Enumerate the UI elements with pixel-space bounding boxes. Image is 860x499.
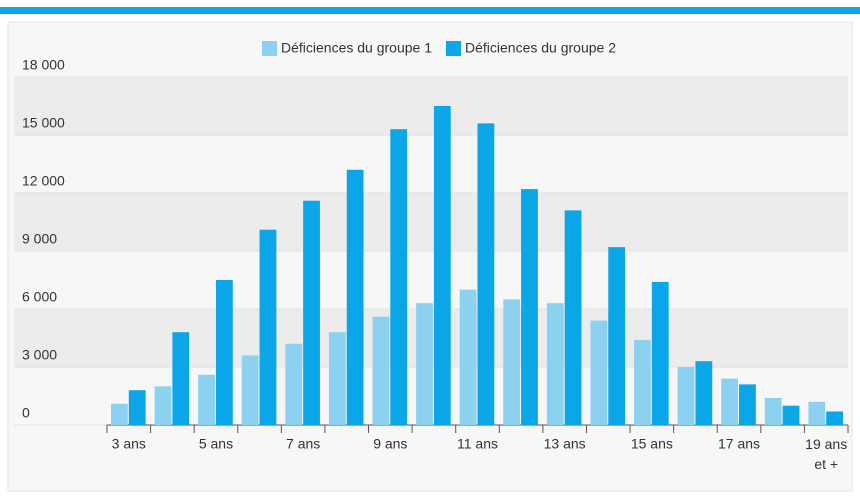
x-tick-label: 11 ans bbox=[457, 436, 498, 452]
bar bbox=[241, 355, 259, 425]
y-tick-label: 0 bbox=[22, 405, 30, 421]
bar bbox=[826, 411, 843, 425]
x-tick-label: 3 ans bbox=[112, 436, 146, 452]
x-tick-label: 9 ans bbox=[373, 436, 407, 452]
bar bbox=[154, 386, 172, 425]
bar bbox=[433, 106, 451, 425]
y-tick-label: 18 000 bbox=[22, 57, 65, 73]
y-tick-label: 9 000 bbox=[22, 231, 57, 247]
bar bbox=[634, 339, 651, 425]
bar bbox=[564, 210, 582, 425]
bar bbox=[198, 374, 215, 425]
bar bbox=[128, 390, 146, 425]
legend-swatch bbox=[262, 41, 277, 56]
y-tick-label: 12 000 bbox=[22, 173, 65, 189]
legend-label: Déficiences du groupe 1 bbox=[281, 40, 432, 56]
bar bbox=[328, 332, 346, 425]
bar bbox=[416, 303, 433, 425]
bar bbox=[695, 361, 713, 425]
x-tick-label: 13 ans bbox=[544, 436, 586, 452]
y-tick-label: 6 000 bbox=[22, 289, 57, 305]
bar bbox=[782, 405, 800, 425]
bar bbox=[739, 384, 756, 425]
x-tick-label: 7 ans bbox=[286, 436, 320, 452]
x-tick-label: 15 ans bbox=[631, 436, 673, 452]
bar bbox=[215, 280, 233, 425]
y-tick-label: 15 000 bbox=[22, 115, 65, 131]
bar bbox=[459, 289, 477, 425]
bar bbox=[477, 123, 495, 426]
bar bbox=[764, 397, 782, 425]
grid-band bbox=[14, 193, 848, 251]
header-bar bbox=[0, 7, 860, 14]
x-tick-label: 17 ans bbox=[718, 436, 760, 452]
bar bbox=[346, 169, 364, 425]
bar bbox=[390, 129, 408, 425]
legend-label: Déficiences du groupe 2 bbox=[465, 40, 616, 56]
bar bbox=[285, 343, 303, 425]
bar bbox=[721, 378, 739, 425]
bar bbox=[172, 332, 190, 425]
bar bbox=[546, 303, 564, 425]
grid-band bbox=[14, 77, 848, 135]
x-tick-label: 5 ans bbox=[199, 436, 233, 452]
bar bbox=[677, 367, 695, 425]
bar bbox=[259, 229, 277, 425]
bar bbox=[111, 403, 128, 425]
bar bbox=[521, 189, 538, 425]
bar bbox=[608, 247, 626, 425]
bar bbox=[303, 200, 320, 425]
bar bbox=[651, 281, 669, 425]
bar bbox=[503, 299, 521, 425]
legend-swatch bbox=[446, 41, 461, 56]
y-tick-label: 3 000 bbox=[22, 347, 57, 363]
bar bbox=[372, 316, 390, 425]
bar bbox=[808, 401, 826, 425]
x-tick-label: 19 ans et + bbox=[805, 436, 847, 472]
bar bbox=[590, 320, 608, 425]
